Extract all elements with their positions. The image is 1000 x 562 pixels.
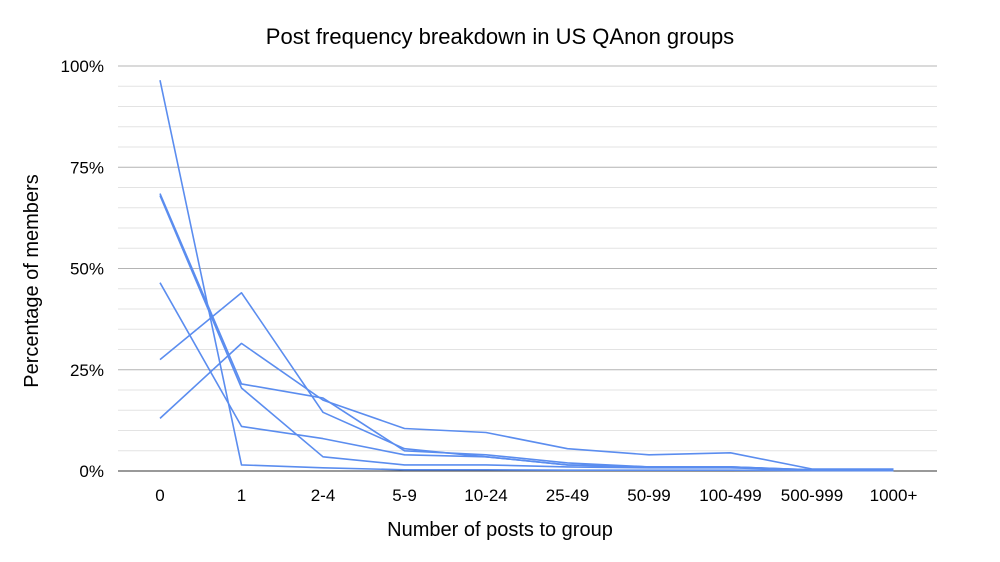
series-line-2 [159,193,894,472]
x-tick-label: 1 [237,486,246,505]
series-line-3 [159,195,894,472]
x-tick-label: 25-49 [546,486,589,505]
y-tick-label: 0% [79,462,104,481]
y-tick-label: 50% [70,260,104,279]
y-axis-title: Percentage of members [21,174,43,387]
chart-title: Post frequency breakdown in US QAnon gro… [266,24,734,49]
y-tick-label: 75% [70,158,104,177]
x-tick-label: 100-499 [699,486,761,505]
x-tick-label: 10-24 [464,486,507,505]
y-axis-ticks: 0% 25% 50% 75% 100% [61,57,104,481]
series-line-4 [159,282,894,472]
x-tick-label: 500-999 [781,486,843,505]
x-tick-label: 1000+ [870,486,918,505]
series-line-5 [159,291,894,472]
x-axis-title: Number of posts to group [387,519,613,541]
gridlines [118,65,937,472]
series-line-6 [159,342,894,470]
x-tick-label: 50-99 [627,486,670,505]
y-tick-label: 25% [70,361,104,380]
x-tick-label: 0 [155,486,164,505]
x-axis-ticks: 0 1 2-4 5-9 10-24 25-49 50-99 100-499 500-999 100… [155,486,917,505]
series-line-1 [159,80,894,472]
x-tick-label: 2-4 [311,486,336,505]
series-lines [159,80,894,472]
x-tick-label: 5-9 [392,486,417,505]
y-tick-label: 100% [61,57,104,76]
